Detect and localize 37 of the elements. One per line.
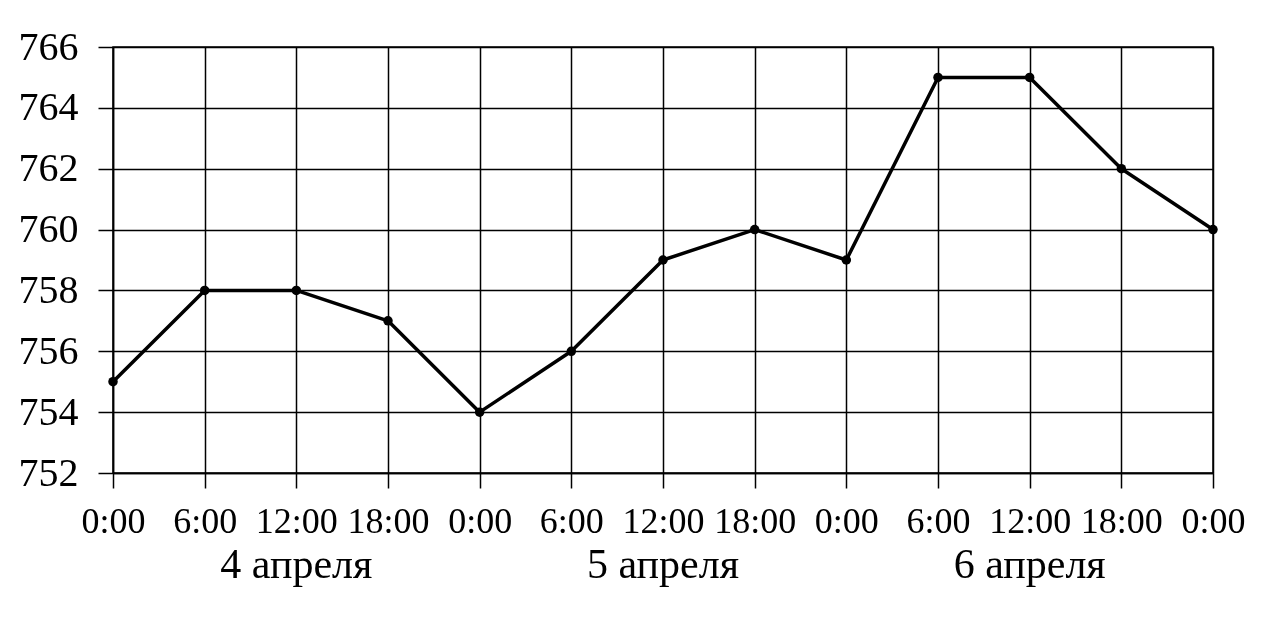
x-tick-label: 12:00 bbox=[989, 500, 1072, 541]
point bbox=[1116, 163, 1127, 174]
point bbox=[474, 407, 485, 417]
y-tick-label: 752 bbox=[18, 449, 79, 495]
x-tick-label: 12:00 bbox=[255, 500, 338, 541]
y-tick-label: 754 bbox=[18, 388, 79, 434]
x-tick-label: 0:00 bbox=[814, 500, 879, 541]
point bbox=[1024, 72, 1035, 83]
x-tick-label: 0:00 bbox=[448, 500, 513, 541]
text: 6 апреля bbox=[953, 541, 1106, 587]
point bbox=[566, 346, 577, 357]
y-tick-label: 760 bbox=[18, 206, 79, 252]
x-tick-label: 18:00 bbox=[347, 500, 430, 541]
y-tick-label: 766 bbox=[18, 23, 79, 69]
point bbox=[291, 285, 302, 296]
point bbox=[199, 285, 210, 296]
point bbox=[841, 255, 852, 265]
y-tick-label: 764 bbox=[18, 84, 79, 130]
x-tick-label: 12:00 bbox=[622, 500, 705, 541]
x-tick-label: 18:00 bbox=[1080, 500, 1163, 541]
point bbox=[108, 376, 118, 387]
y-tick-label: 758 bbox=[18, 266, 79, 312]
x-tick-label: 6:00 bbox=[906, 500, 971, 541]
point bbox=[749, 224, 760, 235]
x-tick-label: 0:00 bbox=[1181, 500, 1246, 541]
y-tick-label: 756 bbox=[18, 327, 79, 373]
point bbox=[933, 72, 943, 83]
x-tick-label: 18:00 bbox=[714, 500, 797, 541]
y-tick-label: 762 bbox=[18, 145, 79, 191]
point bbox=[1208, 224, 1218, 235]
x-tick-label: 0:00 bbox=[81, 500, 146, 541]
text: 5 апреля bbox=[587, 541, 739, 587]
x-tick-label: 6:00 bbox=[539, 500, 604, 541]
point bbox=[658, 255, 668, 265]
text: 4 апреля bbox=[220, 541, 373, 587]
point bbox=[383, 316, 393, 326]
x-tick-label: 6:00 bbox=[173, 500, 238, 541]
